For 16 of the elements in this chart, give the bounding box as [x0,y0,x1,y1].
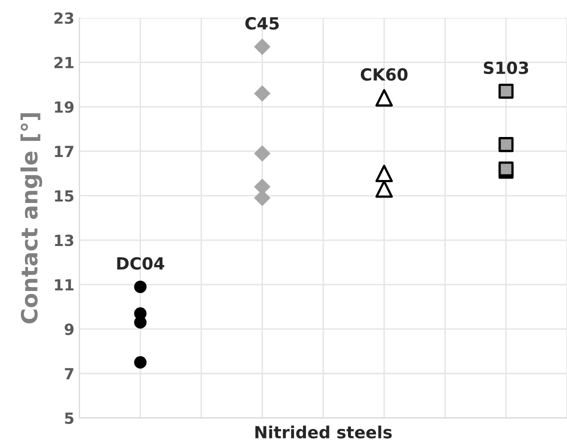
y-tick-label: 19 [54,101,74,113]
x-tick-label: CK60 [360,68,408,81]
y-tick-label: 21 [54,56,74,68]
y-tick-label: 13 [54,234,74,246]
x-tick-label: C45 [245,17,279,30]
y-tick-label: 17 [54,146,74,158]
y-tick-label: 11 [54,279,74,290]
y-tick-label: 15 [54,190,74,202]
y-tick-label: 9 [64,324,74,336]
y-tick-label: 5 [65,412,74,424]
y-tick-label: 7 [64,368,74,380]
x-axis-title: Nitrided steels [255,426,392,438]
x-tick-label: S103 [484,62,528,74]
y-tick-label: 23 [54,12,74,24]
x-tick-label: DC04 [117,257,164,270]
y-axis-title: Contact angle [°] [20,113,42,324]
